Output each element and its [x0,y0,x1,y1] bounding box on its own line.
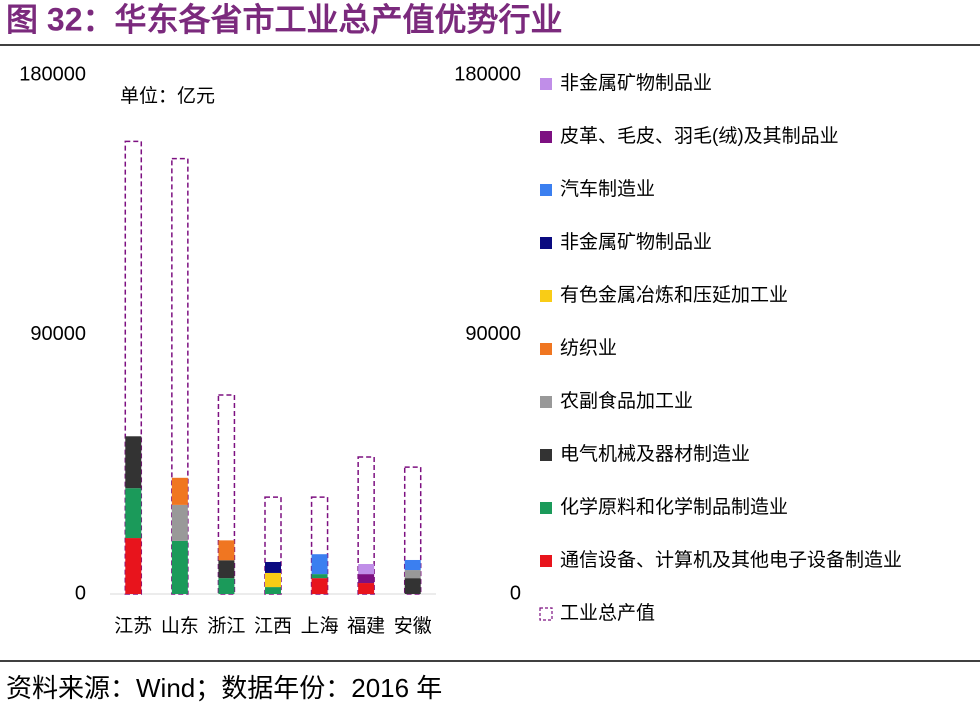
bar-segment [358,583,375,594]
bar-segment [171,504,188,541]
x-tick-label: 江西 [254,615,292,637]
legend-label: 纺织业 [560,337,617,359]
legend-swatch [540,502,552,514]
bar-segment [265,587,281,594]
bar-segment [171,540,188,594]
bar-segment [311,574,328,579]
legend-label: 皮革、毛皮、羽毛(绒)及其制品业 [560,125,839,147]
legend-label: 通信设备、计算机及其他电子设备制造业 [560,549,902,571]
bar-segment [125,436,142,489]
x-tick-label: 江苏 [114,615,152,637]
y2-tick-label: 180000 [454,63,521,85]
bar-segment [171,477,188,505]
bar-segment [218,560,235,579]
bar-segment [404,578,421,594]
bar-segment [311,578,328,594]
legend-label: 电气机械及器材制造业 [560,443,750,465]
legend-label: 非金属矿物制品业 [560,231,712,253]
legend-swatch [540,237,552,249]
legend-swatch [540,555,552,567]
bar-segment [265,572,281,588]
y2-tick-label: 90000 [465,323,521,345]
legend-swatch [540,396,552,408]
legend-swatch [540,184,552,196]
total-outline [217,394,236,595]
legend-swatch [540,131,552,143]
x-tick-label: 浙江 [207,615,245,637]
total-outline [403,466,422,595]
legend-label: 汽车制造业 [560,178,655,200]
legend-label: 农副食品加工业 [560,390,693,412]
x-tick-label: 安徽 [394,615,432,637]
x-tick-label: 上海 [301,615,339,637]
bar-segment [311,554,328,575]
legend-swatch [539,607,553,621]
bar-segment [125,538,142,594]
chart-title: 图 32：华东各省市工业总产值优势行业 [6,1,563,37]
bar-segment [358,574,375,584]
legend-swatch [540,343,552,355]
bar-segment [404,559,421,571]
y-tick-label: 0 [75,582,86,604]
bar-segment [218,578,235,594]
y-tick-label: 90000 [30,323,86,345]
x-tick-label: 山东 [161,615,199,637]
x-tick-label: 福建 [347,615,385,637]
legend-label: 工业总产值 [560,602,655,624]
bar-segment [404,570,421,579]
bar-segment [358,564,375,575]
legend-swatch [540,78,552,90]
legend-label: 有色金属冶炼和压延加工业 [560,284,788,306]
unit-annotation: 单位：亿元 [120,85,215,107]
source: 资料来源：Wind；数据年份：2016 年 [6,673,442,703]
legend-swatch [540,290,552,302]
y-tick-label: 180000 [19,63,86,85]
bar-segment [125,488,142,539]
legend-swatch [540,449,552,461]
bar-segment [218,540,235,561]
y2-tick-label: 0 [510,582,521,604]
legend-label: 化学原料和化学制品制造业 [560,496,788,518]
bar-segment [265,561,281,573]
legend-label: 非金属矿物制品业 [560,72,712,94]
